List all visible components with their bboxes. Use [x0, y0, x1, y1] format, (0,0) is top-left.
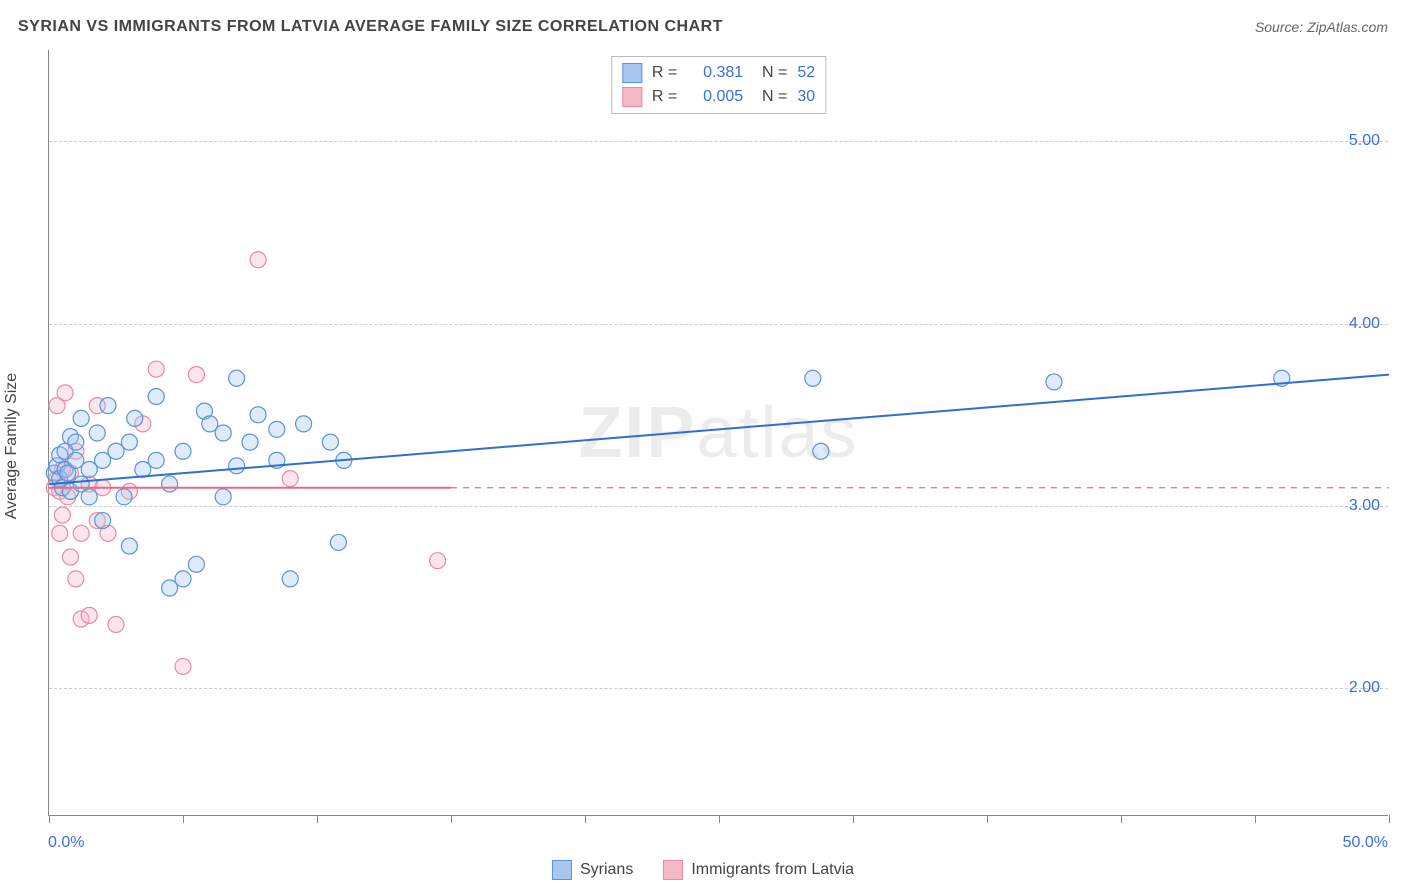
x-tick — [49, 815, 50, 823]
chart-title: SYRIAN VS IMMIGRANTS FROM LATVIA AVERAGE… — [18, 18, 723, 36]
y-tick-label: 3.00 — [1349, 497, 1380, 515]
x-tick — [451, 815, 452, 823]
grid-line — [49, 506, 1388, 507]
chart-svg — [49, 50, 1388, 815]
x-axis-max-label: 50.0% — [1343, 834, 1388, 852]
legend-r-value: 0.005 — [687, 88, 743, 106]
legend-top-row: R = 0.005 N = 30 — [622, 85, 815, 109]
y-tick-label: 2.00 — [1349, 679, 1380, 697]
x-tick — [317, 815, 318, 823]
legend-r-label: R = — [652, 88, 677, 106]
grid-line — [49, 141, 1388, 142]
y-tick-label: 5.00 — [1349, 132, 1380, 150]
legend-swatch — [622, 87, 642, 107]
x-tick — [585, 815, 586, 823]
source-label: Source: ZipAtlas.com — [1255, 19, 1388, 35]
x-tick — [853, 815, 854, 823]
grid-line — [49, 324, 1388, 325]
x-tick — [719, 815, 720, 823]
legend-series-name: Immigrants from Latvia — [691, 861, 854, 879]
legend-r-value: 0.381 — [687, 64, 743, 82]
legend-bottom: Syrians Immigrants from Latvia — [552, 860, 854, 880]
legend-swatch — [622, 63, 642, 83]
x-tick — [1389, 815, 1390, 823]
legend-top: R = 0.381 N = 52 R = 0.005 N = 30 — [611, 56, 826, 114]
x-tick — [183, 815, 184, 823]
legend-series-name: Syrians — [580, 861, 633, 879]
x-tick — [987, 815, 988, 823]
legend-bottom-item: Immigrants from Latvia — [663, 860, 854, 880]
y-axis-title: Average Family Size — [3, 373, 21, 519]
legend-bottom-item: Syrians — [552, 860, 633, 880]
x-tick — [1255, 815, 1256, 823]
legend-swatch — [663, 860, 683, 880]
legend-n-label: N = — [753, 88, 787, 106]
plot-area: ZIPatlas R = 0.381 N = 52 R = 0.005 N = … — [48, 50, 1388, 816]
grid-line — [49, 688, 1388, 689]
legend-n-value: 52 — [797, 64, 815, 82]
legend-top-row: R = 0.381 N = 52 — [622, 61, 815, 85]
legend-n-value: 30 — [797, 88, 815, 106]
x-tick — [1121, 815, 1122, 823]
x-axis-min-label: 0.0% — [48, 834, 84, 852]
legend-swatch — [552, 860, 572, 880]
y-tick-label: 4.00 — [1349, 315, 1380, 333]
legend-r-label: R = — [652, 64, 677, 82]
legend-n-label: N = — [753, 64, 787, 82]
